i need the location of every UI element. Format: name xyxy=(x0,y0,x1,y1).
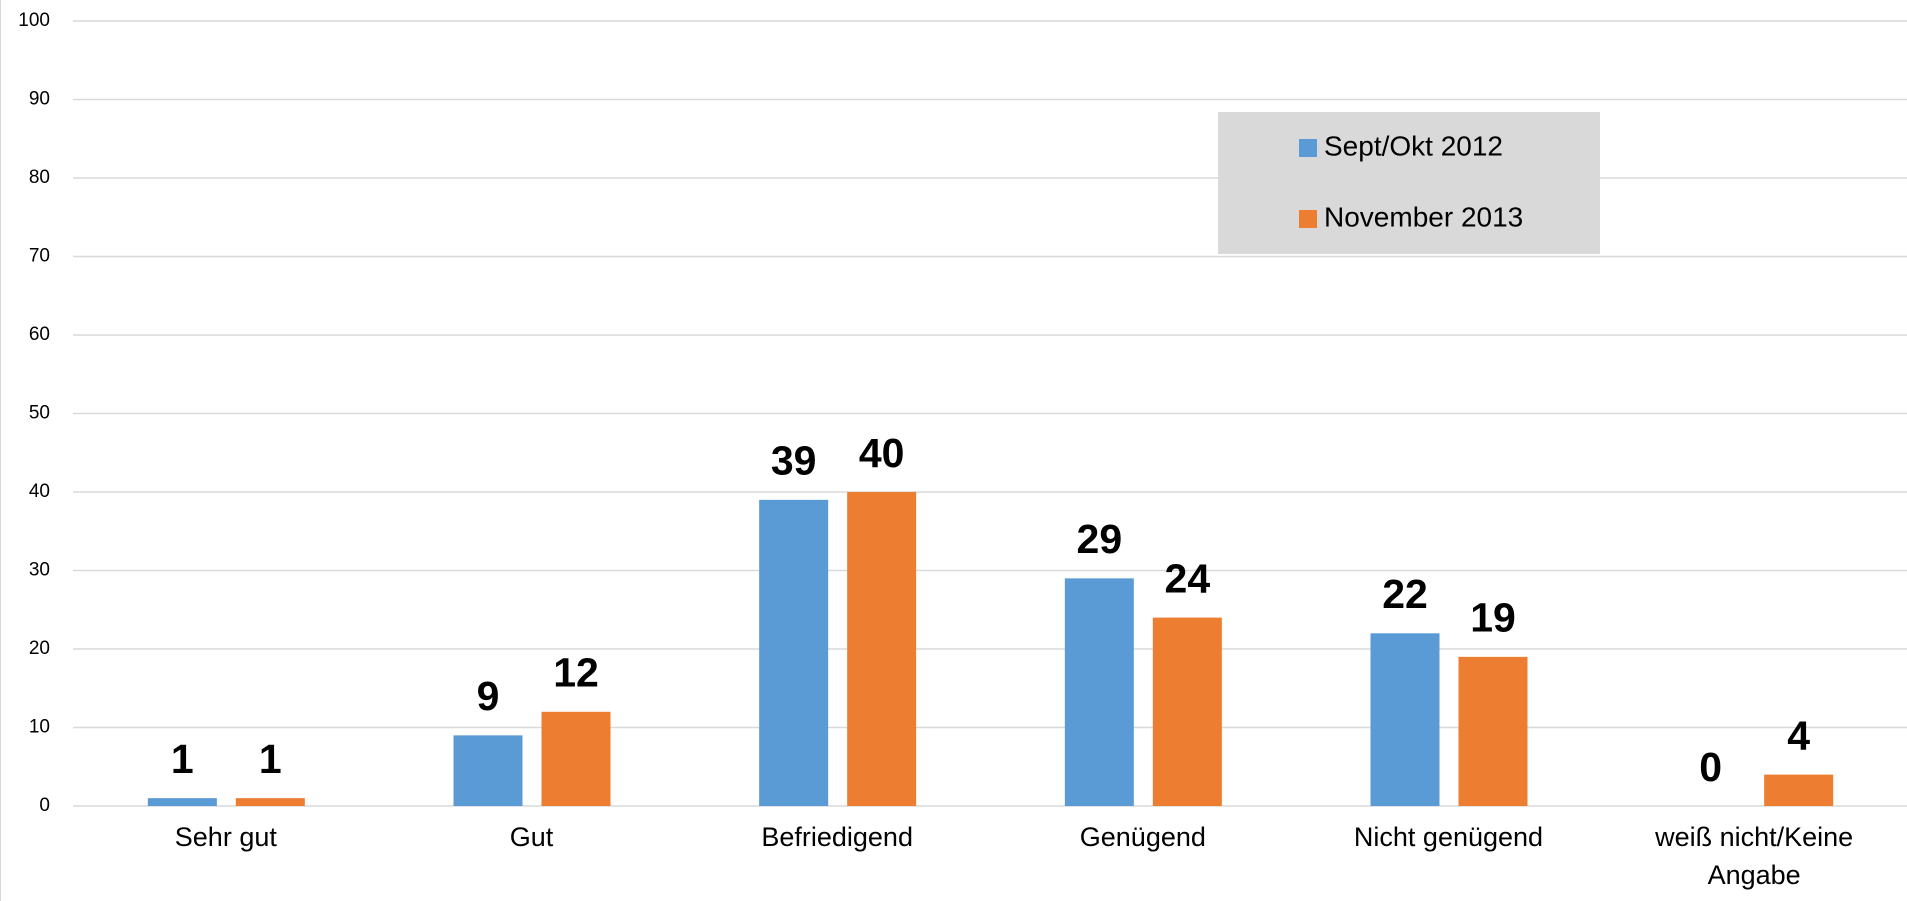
y-tick-label: 20 xyxy=(29,638,50,659)
bar xyxy=(147,798,217,806)
bar xyxy=(1370,633,1440,806)
bar xyxy=(1458,656,1528,806)
y-tick-label: 30 xyxy=(29,560,50,581)
x-tick-label: Befriedigend xyxy=(761,822,913,852)
legend-label: November 2013 xyxy=(1324,201,1523,232)
data-label: 12 xyxy=(553,650,599,696)
y-tick-label: 90 xyxy=(29,89,50,110)
bar xyxy=(235,798,305,806)
data-label: 0 xyxy=(1699,744,1722,790)
y-tick-label: 40 xyxy=(29,481,50,502)
x-tick-label: Genügend xyxy=(1079,822,1206,852)
bar xyxy=(1064,578,1134,806)
data-label: 9 xyxy=(477,673,500,719)
data-label: 1 xyxy=(259,736,282,782)
x-tick-label: weiß nicht/Keine Angabe xyxy=(1655,822,1854,890)
data-label: 39 xyxy=(771,438,817,484)
y-tick-label: 80 xyxy=(29,167,50,188)
y-tick-label: 10 xyxy=(29,717,50,738)
bar xyxy=(1152,617,1222,806)
legend-swatch xyxy=(1299,210,1317,228)
legend-swatch xyxy=(1299,139,1317,157)
legend-label: Sept/Okt 2012 xyxy=(1324,130,1503,161)
x-tick-label: Gut xyxy=(509,822,554,852)
y-tick-label: 100 xyxy=(18,10,50,31)
bar xyxy=(759,499,829,806)
bar xyxy=(541,711,611,806)
data-label: 19 xyxy=(1470,595,1516,641)
y-tick-label: 0 xyxy=(39,795,50,816)
y-tick-label: 60 xyxy=(29,324,50,345)
bar xyxy=(847,492,917,806)
data-label: 40 xyxy=(859,430,905,476)
data-label: 29 xyxy=(1077,516,1123,562)
y-tick-label: 70 xyxy=(29,246,50,267)
data-label: 22 xyxy=(1382,571,1428,617)
x-tick-label: Nicht genügend xyxy=(1353,822,1544,852)
x-tick-label: Sehr gut xyxy=(174,822,277,852)
y-tick-label: 50 xyxy=(29,403,50,424)
data-label: 1 xyxy=(171,736,194,782)
data-label: 4 xyxy=(1787,712,1810,758)
data-label: 24 xyxy=(1165,555,1211,601)
bar xyxy=(453,735,523,806)
legend-box xyxy=(1218,112,1600,254)
bar xyxy=(1764,774,1834,806)
